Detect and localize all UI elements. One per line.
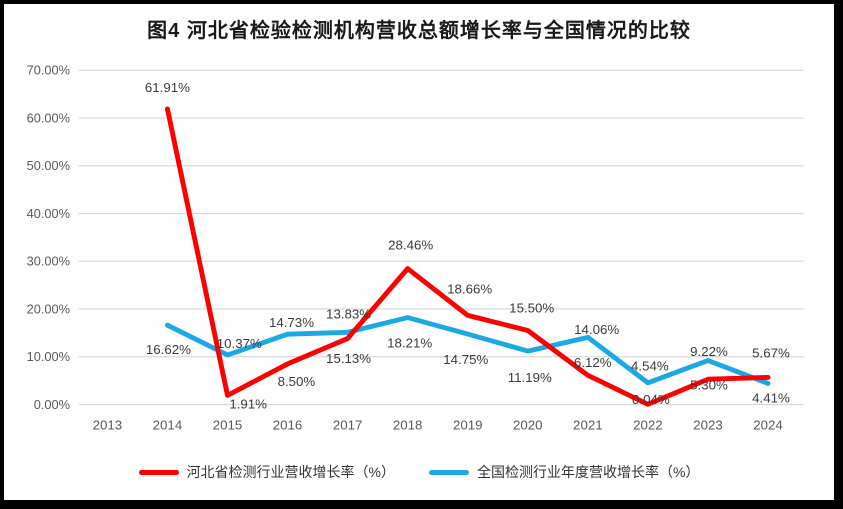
data-label: 6.12% bbox=[574, 355, 612, 370]
data-label: 18.21% bbox=[387, 335, 432, 350]
x-axis-tick-label: 2019 bbox=[453, 418, 483, 433]
data-label: 28.46% bbox=[388, 238, 433, 253]
data-label: 18.66% bbox=[447, 282, 492, 297]
legend-line-sample-red bbox=[138, 469, 179, 475]
x-axis-tick-label: 2022 bbox=[633, 418, 663, 433]
series-line bbox=[164, 315, 771, 386]
legend-item-national: 全国检测行业年度营收增长率（%） bbox=[429, 462, 699, 482]
x-axis-tick-label: 2017 bbox=[333, 418, 363, 433]
data-label: 4.41% bbox=[752, 391, 790, 406]
chart-legend: 河北省检测行业营收增长率（%） 全国检测行业年度营收增长率（%） bbox=[4, 462, 834, 482]
chart-canvas: 0.00% 10.00% 20.00% 30.00% 40.00% 50.00% 60.00… bbox=[27, 63, 804, 433]
y-axis-tick-label: 10.00% bbox=[27, 349, 70, 364]
y-axis-tick-label: 30.00% bbox=[27, 254, 70, 269]
legend-item-hebei: 河北省检测行业营收增长率（%） bbox=[138, 462, 395, 482]
data-label: 13.83% bbox=[326, 307, 371, 322]
data-label: 11.19% bbox=[508, 370, 552, 385]
x-axis-tick-label: 2024 bbox=[753, 418, 783, 433]
chart-title: 图4 河北省检验检测机构营收总额增长率与全国情况的比较 bbox=[147, 20, 691, 42]
x-axis-tick-label: 2018 bbox=[393, 418, 423, 433]
data-label: 15.50% bbox=[509, 301, 554, 316]
series-line bbox=[164, 106, 771, 407]
data-label: 10.37% bbox=[217, 336, 262, 351]
y-axis-tick-label: 50.00% bbox=[27, 158, 70, 173]
legend-label-hebei: 河北省检测行业营收增长率（%） bbox=[186, 464, 395, 480]
data-label: 5.30% bbox=[690, 378, 728, 393]
x-axis-tick-label: 2016 bbox=[273, 418, 303, 433]
y-axis-tick-label: 60.00% bbox=[27, 111, 70, 126]
data-label: 14.06% bbox=[574, 322, 619, 337]
x-axis-tick-label: 2021 bbox=[573, 418, 603, 433]
data-label: 14.73% bbox=[269, 315, 314, 330]
x-axis-tick-label: 2014 bbox=[153, 418, 183, 433]
data-label: 8.50% bbox=[278, 374, 316, 389]
data-label: 0.04% bbox=[632, 392, 670, 407]
data-label: 9.22% bbox=[690, 344, 728, 359]
data-label: 16.62% bbox=[146, 342, 191, 357]
data-label: 14.75% bbox=[443, 352, 488, 367]
y-axis-tick-label: 0.00% bbox=[34, 397, 70, 412]
x-axis-tick-label: 2023 bbox=[693, 418, 723, 433]
data-label: 1.91% bbox=[229, 397, 267, 412]
data-label: 4.54% bbox=[631, 359, 669, 374]
data-label: 15.13% bbox=[326, 351, 371, 366]
legend-line-sample-blue bbox=[429, 469, 469, 475]
y-axis-tick-label: 40.00% bbox=[27, 206, 70, 221]
data-label: 5.67% bbox=[752, 346, 790, 361]
x-axis-tick-label: 2013 bbox=[93, 418, 123, 433]
x-axis-tick-label: 2020 bbox=[513, 418, 543, 433]
data-label: 61.91% bbox=[145, 80, 190, 95]
y-axis-tick-label: 20.00% bbox=[27, 302, 70, 317]
legend-label-national: 全国检测行业年度营收增长率（%） bbox=[477, 464, 700, 480]
x-axis-tick-label: 2015 bbox=[213, 418, 243, 433]
y-axis-tick-label: 70.00% bbox=[27, 63, 70, 78]
